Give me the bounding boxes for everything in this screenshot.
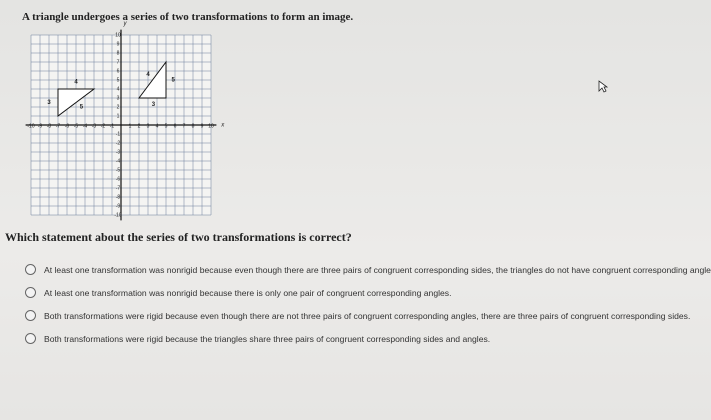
y-tick-label: 6 bbox=[117, 68, 120, 74]
side-label: 5 bbox=[172, 78, 176, 84]
x-tick-label: 9 bbox=[201, 123, 204, 129]
y-tick-label: 1 bbox=[117, 113, 120, 119]
coordinate-graph: xy-10 -9 -8 -7 -6 -5 -4 -3 -2 -1 1 2 3 4 5 6 7 8 9 10109876… bbox=[25, 21, 225, 221]
x-tick-label: -5 bbox=[74, 123, 79, 129]
answer-option[interactable]: At least one transformation was nonrigid… bbox=[25, 264, 711, 275]
x-tick-label: 1 bbox=[129, 123, 132, 129]
y-tick-label: 10 bbox=[115, 32, 121, 38]
x-tick-label: -4 bbox=[83, 123, 88, 129]
y-tick-label: 5 bbox=[117, 77, 120, 83]
x-tick-label: -8 bbox=[47, 123, 52, 129]
side-label: 4 bbox=[74, 79, 78, 85]
x-tick-label: -2 bbox=[101, 123, 106, 129]
side-label: 5 bbox=[80, 105, 84, 111]
prompt: A triangle undergoes a series of two tra… bbox=[22, 11, 354, 23]
option-text: Both transformations were rigid because … bbox=[44, 310, 691, 321]
y-tick-label: -1 bbox=[116, 131, 121, 137]
x-tick-label: -3 bbox=[92, 123, 97, 129]
y-tick-label: -3 bbox=[116, 149, 121, 155]
y-tick-label: 7 bbox=[117, 59, 120, 65]
x-tick-label: 7 bbox=[183, 123, 186, 129]
side-label: 3 bbox=[152, 102, 156, 108]
x-tick-label: 2 bbox=[138, 123, 141, 129]
y-tick-label: 9 bbox=[117, 41, 120, 47]
cursor bbox=[598, 80, 608, 93]
y-axis-label: y bbox=[123, 21, 128, 27]
x-tick-label: 3 bbox=[147, 123, 150, 129]
x-tick-label: 5 bbox=[165, 123, 168, 129]
x-tick-label: -6 bbox=[65, 123, 70, 129]
x-tick-label: -9 bbox=[38, 123, 43, 129]
y-tick-label: -8 bbox=[116, 194, 121, 200]
x-tick-label: 10 bbox=[208, 123, 214, 129]
x-tick-label: 4 bbox=[156, 123, 159, 129]
y-tick-label: 4 bbox=[117, 86, 120, 92]
radio-button[interactable] bbox=[25, 333, 36, 344]
x-tick-label: -7 bbox=[56, 123, 61, 129]
answer-option[interactable]: Both transformations were rigid because … bbox=[25, 333, 490, 344]
x-tick-label: 6 bbox=[174, 123, 177, 129]
y-tick-label: -6 bbox=[116, 176, 121, 182]
y-tick-label: -10 bbox=[114, 212, 121, 218]
option-text: Both transformations were rigid because … bbox=[44, 333, 491, 344]
y-tick-label: -9 bbox=[116, 203, 121, 209]
y-tick-label: -5 bbox=[116, 167, 121, 173]
y-tick-label: 8 bbox=[117, 50, 120, 56]
side-label: 3 bbox=[47, 100, 51, 106]
preimage-triangle bbox=[57, 88, 96, 117]
answer-option[interactable]: Both transformations were rigid because … bbox=[25, 310, 690, 321]
answer-option[interactable]: At least one transformation was nonrigid… bbox=[25, 287, 452, 298]
x-tick-label: -10 bbox=[27, 123, 34, 129]
x-tick-label: -1 bbox=[110, 123, 115, 129]
x-axis-label: x bbox=[220, 123, 225, 129]
x-tick-label: 8 bbox=[192, 123, 195, 129]
radio-button[interactable] bbox=[25, 310, 36, 321]
radio-button[interactable] bbox=[25, 287, 36, 298]
y-tick-label: 3 bbox=[117, 95, 120, 101]
question-stem: Which statement about the series of two … bbox=[5, 230, 352, 244]
option-text: At least one transformation was nonrigid… bbox=[44, 264, 711, 275]
y-tick-label: -2 bbox=[116, 140, 121, 146]
option-text: At least one transformation was nonrigid… bbox=[44, 287, 452, 298]
y-tick-label: -7 bbox=[116, 185, 121, 191]
y-tick-label: -4 bbox=[116, 158, 121, 164]
side-label: 4 bbox=[146, 72, 150, 78]
y-tick-label: 2 bbox=[117, 104, 120, 110]
radio-button[interactable] bbox=[25, 264, 36, 275]
image-triangle bbox=[138, 60, 167, 99]
